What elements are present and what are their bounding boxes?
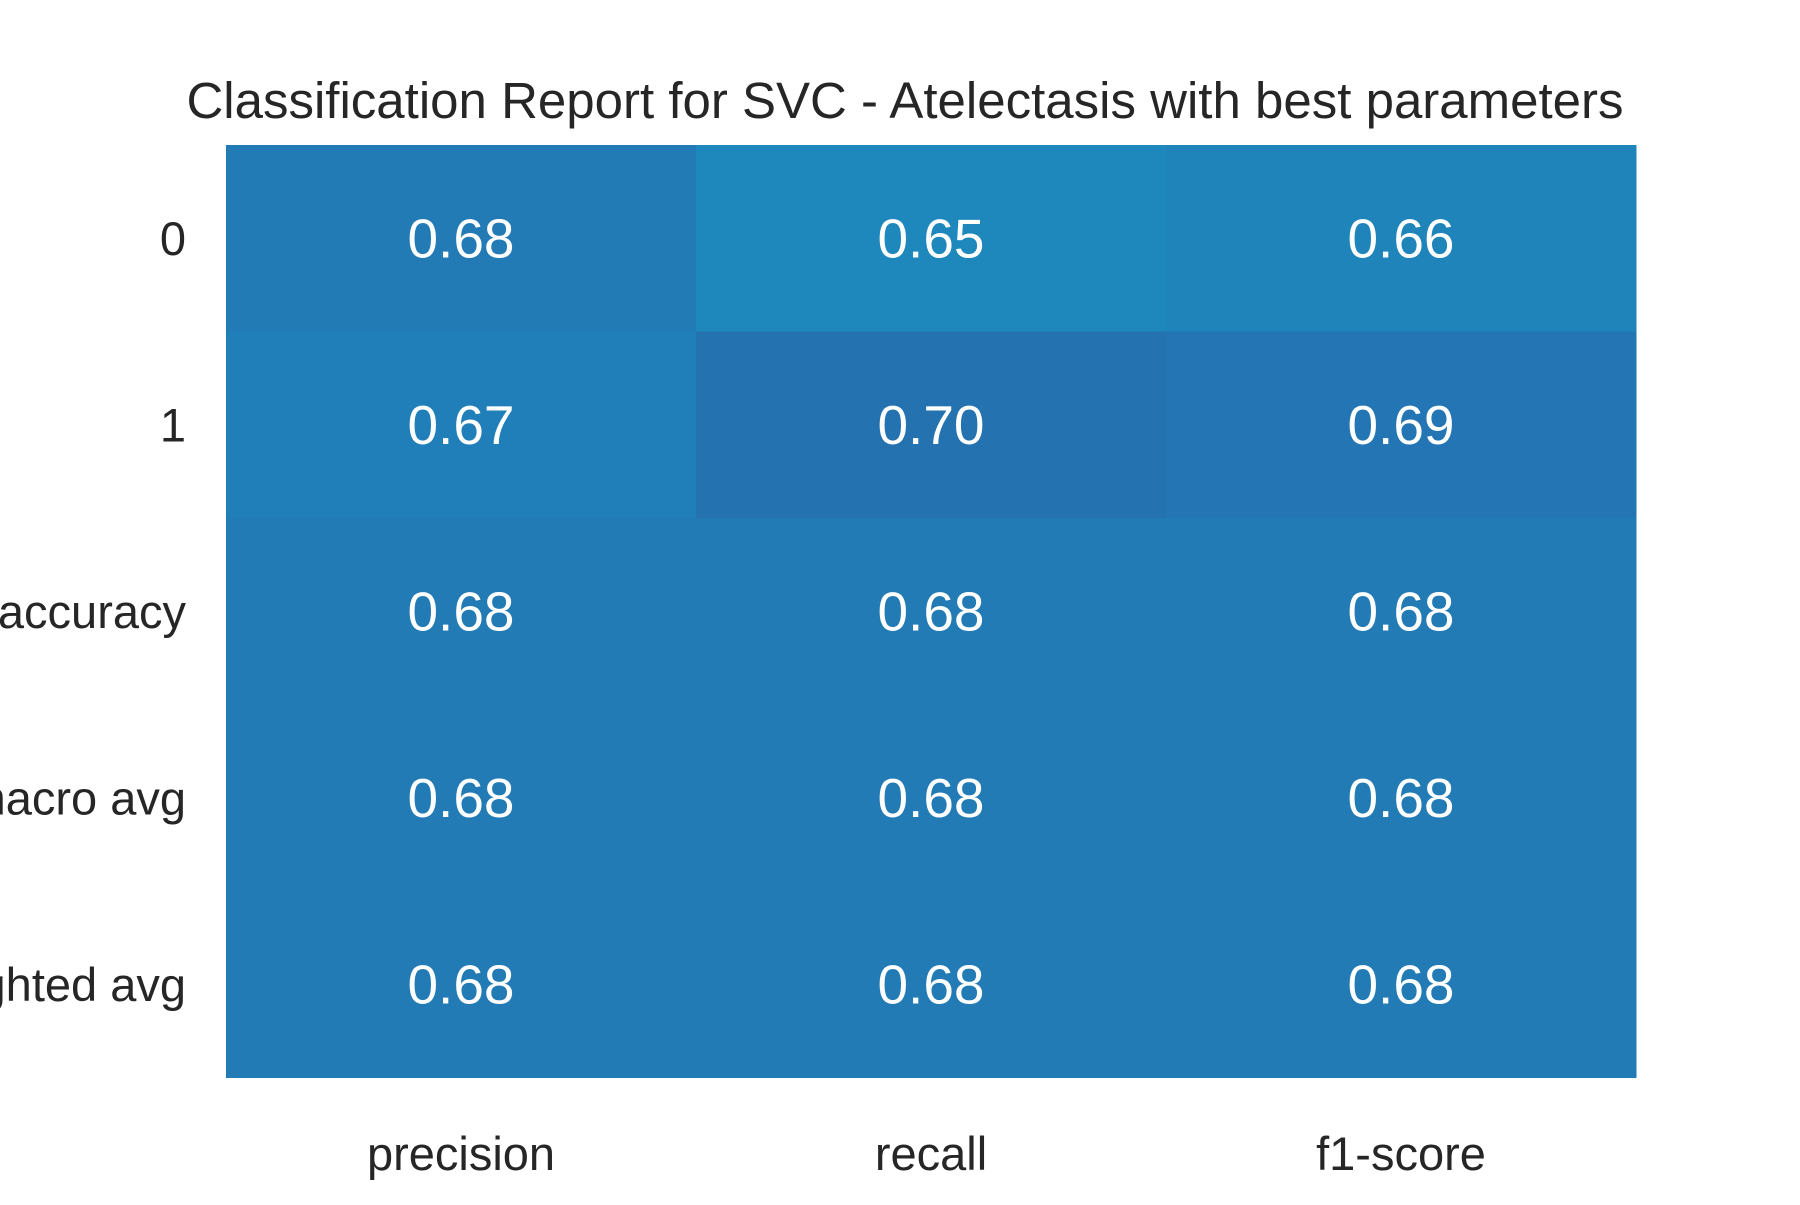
cell-value-label: 0.68	[877, 953, 984, 1015]
heatmap-values: 0.68 0.65 0.66 0.67 0.70 0.69 0.68 0.68 0.68 0.68…	[407, 207, 1454, 1015]
column-tick-label: recall	[875, 1127, 987, 1180]
row-tick-label: macro avg	[0, 771, 186, 824]
heatmap-cell-0-0	[226, 145, 697, 332]
heatmap-cell-2-2	[1166, 518, 1637, 705]
cell-value-label: 0.69	[1347, 394, 1454, 456]
heatmap-cells	[226, 145, 1637, 1078]
cell-value-label: 0.68	[877, 580, 984, 642]
cell-value-label: 0.68	[877, 767, 984, 829]
heatmap-cell-2-0	[226, 518, 697, 705]
chart-title: Classification Report for SVC - Atelecta…	[186, 72, 1623, 129]
row-tick-label: 1	[160, 398, 186, 451]
cell-value-label: 0.68	[1347, 580, 1454, 642]
cell-value-label: 0.68	[407, 207, 514, 269]
heatmap-cell-0-1	[696, 145, 1167, 332]
heatmap-cell-4-1	[696, 891, 1167, 1078]
heatmap-cell-2-1	[696, 518, 1167, 705]
cell-value-label: 0.66	[1347, 207, 1454, 269]
cell-value-label: 0.68	[407, 953, 514, 1015]
cell-value-label: 0.67	[407, 394, 514, 456]
cell-value-label: 0.68	[1347, 767, 1454, 829]
cell-value-label: 0.70	[877, 394, 984, 456]
heatmap-cell-3-1	[696, 704, 1167, 892]
column-tick-label: f1-score	[1316, 1127, 1486, 1180]
row-labels: 0 1 accuracy macro avg weighted avg	[0, 212, 186, 1011]
column-labels: precision recall f1-score	[367, 1127, 1486, 1180]
heatmap-cell-3-0	[226, 704, 697, 892]
row-tick-label: 0	[160, 212, 186, 265]
heatmap-cell-0-2	[1166, 145, 1637, 332]
cell-value-label: 0.68	[407, 767, 514, 829]
heatmap-cell-1-2	[1166, 331, 1637, 519]
heatmap-cell-4-0	[226, 891, 697, 1078]
column-tick-label: precision	[367, 1127, 555, 1180]
heatmap-cell-1-1	[696, 331, 1167, 519]
heatmap-cell-4-2	[1166, 891, 1637, 1078]
row-tick-label: weighted avg	[0, 958, 186, 1011]
cell-value-label: 0.68	[1347, 953, 1454, 1015]
cell-value-label: 0.68	[407, 580, 514, 642]
heatmap-cell-1-0	[226, 331, 697, 519]
cell-value-label: 0.65	[877, 207, 984, 269]
heatmap-cell-3-2	[1166, 704, 1637, 892]
row-tick-label: accuracy	[0, 585, 186, 638]
